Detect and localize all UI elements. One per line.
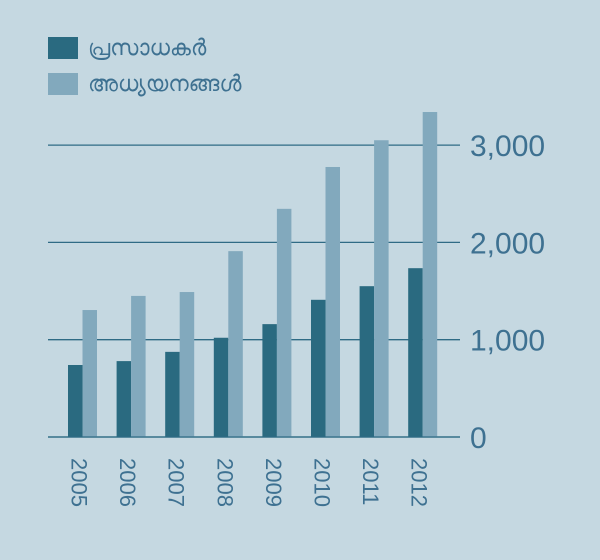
- legend-item-studies: അധ്യയനങ്ങൾ: [48, 66, 241, 102]
- y-tick-label: 0: [470, 422, 487, 455]
- bar-publishers: [311, 299, 326, 437]
- bar-studies: [82, 310, 97, 437]
- bar-studies: [276, 208, 292, 437]
- bar-studies: [422, 112, 438, 437]
- bar-publishers: [359, 286, 375, 437]
- bar-studies: [179, 292, 195, 437]
- y-tick-label: 2,000: [470, 227, 545, 260]
- bar-studies: [374, 140, 389, 438]
- x-tick-label: 2005: [67, 458, 92, 507]
- legend-label: പ്രസാധകർ: [88, 35, 207, 61]
- x-tick-label: 2012: [407, 458, 432, 507]
- bar-publishers: [68, 364, 83, 437]
- bar-publishers: [408, 268, 423, 437]
- bar-publishers: [262, 324, 277, 437]
- y-tick-label: 3,000: [470, 130, 545, 163]
- chart-legend: പ്രസാധകർ അധ്യയനങ്ങൾ: [48, 30, 241, 102]
- legend-label: അധ്യയനങ്ങൾ: [88, 71, 242, 97]
- x-tick-label: 2010: [310, 458, 335, 507]
- y-tick-label: 1,000: [470, 325, 545, 358]
- x-tick-label: 2008: [212, 458, 237, 507]
- bar-studies: [131, 295, 146, 437]
- x-tick-label: 2009: [261, 458, 286, 507]
- bar-publishers: [165, 351, 180, 437]
- x-tick-label: 2006: [115, 458, 140, 507]
- x-tick-label: 2011: [358, 458, 383, 505]
- legend-item-publishers: പ്രസാധകർ: [48, 30, 241, 66]
- legend-swatch-light: [48, 73, 78, 95]
- x-tick-label: 2007: [164, 458, 189, 507]
- bar-studies: [325, 166, 340, 437]
- legend-swatch-dark: [48, 37, 78, 59]
- bar-publishers: [213, 337, 229, 437]
- bar-publishers: [116, 361, 132, 437]
- bar-studies: [228, 251, 243, 437]
